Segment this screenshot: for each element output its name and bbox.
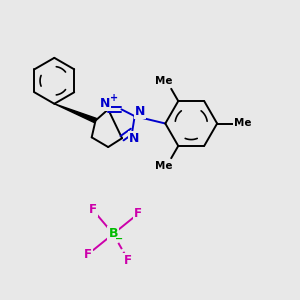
Text: +: + [110,93,118,103]
Polygon shape [54,104,96,123]
Text: N: N [129,132,139,145]
Text: F: F [134,207,142,220]
Text: Me: Me [234,118,251,128]
Text: Me: Me [155,160,172,170]
Text: B: B [108,227,118,240]
Text: N: N [100,97,110,110]
Text: F: F [89,203,97,216]
Text: −: − [115,234,123,244]
Text: Me: Me [155,76,172,86]
Text: N: N [135,105,145,118]
Text: F: F [84,248,92,261]
Text: F: F [124,254,132,267]
